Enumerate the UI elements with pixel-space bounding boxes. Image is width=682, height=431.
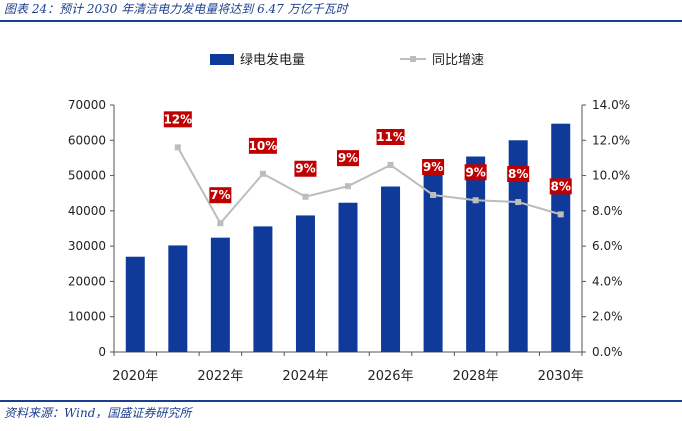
left-tick-label: 10000 (68, 310, 106, 324)
figure-title: 图表 24：预计 2030 年清洁电力发电量将达到 6.47 万亿千瓦时 (0, 0, 682, 22)
chart-axes: 0 10000 20000 30000 40000 50000 60000 70000 0.0%… (68, 98, 630, 384)
chart: 0 10000 20000 30000 40000 50000 60000 70000 0.0%… (68, 52, 630, 384)
data-label-box (464, 164, 487, 181)
data-label: 10% (249, 139, 278, 153)
legend-label-bar: 绿电发电量 (240, 52, 305, 68)
bar-series (125, 123, 571, 352)
right-tick-label: 12.0% (592, 133, 630, 147)
data-label-box (422, 158, 445, 175)
growth-point (430, 191, 437, 198)
data-label-box (209, 187, 232, 204)
data-label: 9% (295, 162, 315, 176)
data-label: 9% (338, 151, 358, 165)
data-label-box (376, 128, 405, 145)
figure-source: 资料来源：Wind，国盛证券研究所 (0, 400, 682, 422)
bar-2027年 (423, 173, 443, 352)
data-label-box (549, 178, 572, 195)
x-tick-label: 2026年 (367, 369, 413, 384)
bar-2026年 (381, 186, 401, 352)
right-tick-label: 6.0% (592, 239, 623, 253)
data-label-box (294, 160, 317, 177)
growth-point (515, 199, 522, 206)
legend-line-marker (410, 56, 416, 62)
x-tick-label: 2024年 (282, 369, 328, 384)
left-tick-label: 70000 (68, 98, 106, 112)
left-tick-label: 40000 (68, 204, 106, 218)
bar-2030年 (551, 123, 571, 352)
growth-point (557, 211, 564, 218)
data-label: 11% (376, 130, 405, 144)
growth-point (259, 170, 266, 177)
data-label: 7% (210, 188, 230, 202)
left-tick-label: 30000 (68, 239, 106, 253)
data-label: 9% (465, 165, 485, 179)
left-tick-label: 60000 (68, 133, 106, 147)
x-tick-label: 2030年 (538, 369, 584, 384)
chart-legend: 绿电发电量 同比增速 (210, 52, 484, 68)
bar-2024年 (295, 215, 315, 352)
right-tick-label: 8.0% (592, 204, 623, 218)
left-tick-label: 0 (98, 345, 106, 359)
growth-point (387, 161, 394, 168)
growth-point (472, 197, 479, 204)
right-tick-label: 10.0% (592, 169, 630, 183)
x-tick-label: 2020年 (112, 369, 158, 384)
data-labels: 12% 7% 10% 9% 9% 11% 9% 9% 8% 8% (163, 111, 572, 204)
bar-2029年 (508, 140, 528, 352)
right-tick-label: 14.0% (592, 98, 630, 112)
data-label: 9% (423, 160, 443, 174)
right-tick-label: 4.0% (592, 274, 623, 288)
line-series (174, 144, 564, 227)
growth-point (302, 193, 309, 200)
data-label-box (337, 150, 359, 167)
bar-2023年 (253, 226, 273, 352)
growth-point (217, 220, 224, 227)
bar-2021年 (168, 245, 188, 352)
legend-bar-swatch (210, 54, 234, 65)
x-tick-label: 2028年 (453, 369, 499, 384)
growth-line (176, 146, 562, 225)
data-label-box (163, 111, 192, 128)
legend-label-line: 同比增速 (432, 53, 484, 68)
right-tick-label: 2.0% (592, 310, 623, 324)
bar-2022年 (210, 237, 230, 352)
data-label-box (248, 137, 277, 154)
growth-point (174, 144, 181, 151)
x-tick-label: 2022年 (197, 369, 243, 384)
data-label: 8% (508, 167, 528, 181)
data-label-box (507, 166, 530, 183)
data-label: 8% (551, 179, 571, 193)
left-tick-label: 50000 (68, 169, 106, 183)
right-tick-label: 0.0% (592, 345, 623, 359)
bar-2025年 (338, 202, 358, 352)
bar-2020年 (125, 256, 145, 352)
bar-2028年 (466, 156, 486, 352)
growth-point (345, 183, 351, 190)
left-tick-label: 20000 (68, 274, 106, 288)
data-label: 12% (163, 112, 192, 126)
